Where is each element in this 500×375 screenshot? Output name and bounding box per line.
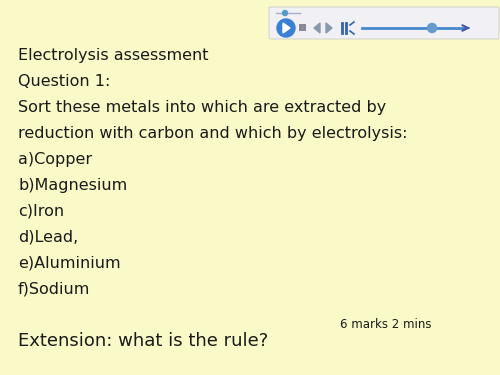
Circle shape	[282, 10, 288, 15]
Text: reduction with carbon and which by electrolysis:: reduction with carbon and which by elect…	[18, 126, 407, 141]
Text: e)Aluminium: e)Aluminium	[18, 256, 120, 271]
Text: Question 1:: Question 1:	[18, 74, 110, 89]
Text: Sort these metals into which are extracted by: Sort these metals into which are extract…	[18, 100, 386, 115]
Polygon shape	[314, 23, 320, 33]
Text: Extension: what is the rule?: Extension: what is the rule?	[18, 332, 268, 350]
Circle shape	[428, 24, 436, 33]
Text: d)Lead,: d)Lead,	[18, 230, 78, 245]
Text: a)Copper: a)Copper	[18, 152, 92, 167]
Polygon shape	[326, 23, 332, 33]
Circle shape	[277, 19, 295, 37]
Text: 6 marks 2 mins: 6 marks 2 mins	[340, 318, 432, 331]
FancyBboxPatch shape	[299, 24, 306, 31]
FancyBboxPatch shape	[269, 7, 499, 39]
Text: Electrolysis assessment: Electrolysis assessment	[18, 48, 208, 63]
Text: f)Sodium: f)Sodium	[18, 282, 90, 297]
Polygon shape	[283, 23, 290, 33]
Text: b)Magnesium: b)Magnesium	[18, 178, 127, 193]
Text: c)Iron: c)Iron	[18, 204, 64, 219]
